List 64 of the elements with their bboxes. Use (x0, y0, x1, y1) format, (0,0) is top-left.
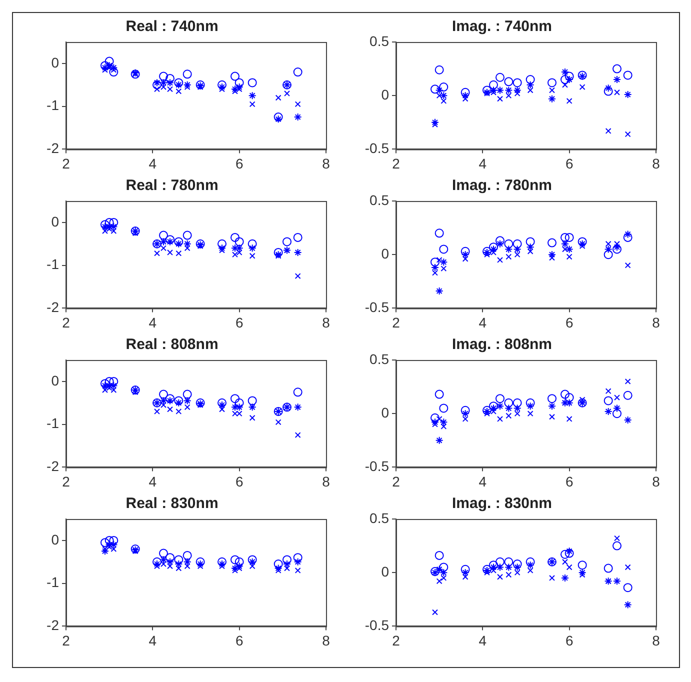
y-tick-label: -1 (46, 256, 60, 272)
y-tick-label: -1 (46, 415, 60, 432)
x-tick-label: 6 (235, 314, 244, 330)
x-tick-label: 4 (148, 314, 157, 330)
x-tick-label: 6 (235, 155, 244, 172)
y-tick-label: -0.5 (364, 299, 390, 316)
chart-title: Imag. : 780nm (452, 177, 552, 194)
y-tick-label: 0 (51, 213, 60, 230)
y-tick-label: 0.5 (370, 510, 390, 526)
chart-title: Imag. : 740nm (452, 18, 552, 36)
x-tick-label: 4 (478, 473, 487, 490)
x-tick-label: 8 (322, 155, 330, 172)
x-tick-label: 4 (478, 155, 487, 172)
y-tick-label: -0.5 (364, 617, 390, 634)
x-tick-label: 6 (565, 473, 574, 490)
y-tick-label: -2 (46, 140, 60, 156)
x-tick-label: 2 (392, 632, 400, 648)
x-tick-label: 2 (392, 473, 400, 490)
x-tick-label: 6 (235, 473, 244, 490)
x-tick-label: 2 (62, 314, 70, 330)
y-tick-label: -0.5 (364, 458, 390, 474)
y-tick-label: -2 (46, 458, 60, 474)
x-tick-label: 4 (478, 314, 487, 330)
x-tick-label: 8 (652, 632, 660, 648)
x-tick-label: 8 (322, 632, 330, 648)
chart-title: Real : 808nm (126, 336, 218, 354)
y-tick-label: 0 (381, 245, 390, 262)
x-tick-label: 4 (148, 473, 157, 490)
y-tick-label: -2 (46, 299, 60, 316)
y-tick-label: 0 (51, 372, 60, 388)
x-tick-label: 8 (322, 473, 330, 490)
x-tick-label: 8 (322, 314, 330, 330)
y-tick-label: 0 (51, 54, 60, 70)
chart-title: Real : 830nm (126, 495, 218, 512)
x-tick-label: 8 (652, 473, 660, 490)
y-tick-label: -2 (46, 617, 60, 634)
y-tick-label: -1 (46, 97, 60, 114)
x-tick-label: 4 (148, 632, 157, 648)
y-tick-label: 0 (381, 404, 390, 420)
y-tick-label: -0.5 (364, 140, 390, 156)
x-tick-label: 8 (652, 155, 660, 172)
x-tick-label: 2 (62, 473, 70, 490)
x-tick-label: 6 (235, 632, 244, 648)
x-tick-label: 2 (392, 314, 400, 330)
chart-title: Imag. : 830nm (452, 495, 552, 512)
chart-title: Real : 740nm (126, 18, 218, 36)
x-tick-label: 8 (652, 314, 660, 330)
y-tick-label: -1 (46, 574, 60, 590)
y-tick-label: 0.5 (370, 192, 390, 208)
y-tick-label: 0 (381, 86, 390, 102)
x-tick-label: 2 (62, 632, 70, 648)
x-tick-label: 4 (478, 632, 487, 648)
y-tick-label: 0.5 (370, 32, 390, 49)
chart-title: Real : 780nm (126, 177, 218, 194)
x-tick-label: 2 (62, 155, 70, 172)
x-tick-label: 6 (565, 314, 574, 330)
chart-title: Imag. : 808nm (452, 336, 552, 354)
y-tick-label: 0.5 (370, 350, 390, 367)
y-tick-label: 0 (51, 531, 60, 548)
y-tick-label: 0 (381, 563, 390, 580)
x-tick-label: 4 (148, 155, 157, 172)
x-tick-label: 6 (565, 155, 574, 172)
x-tick-label: 2 (392, 155, 400, 172)
x-tick-label: 6 (565, 632, 574, 648)
